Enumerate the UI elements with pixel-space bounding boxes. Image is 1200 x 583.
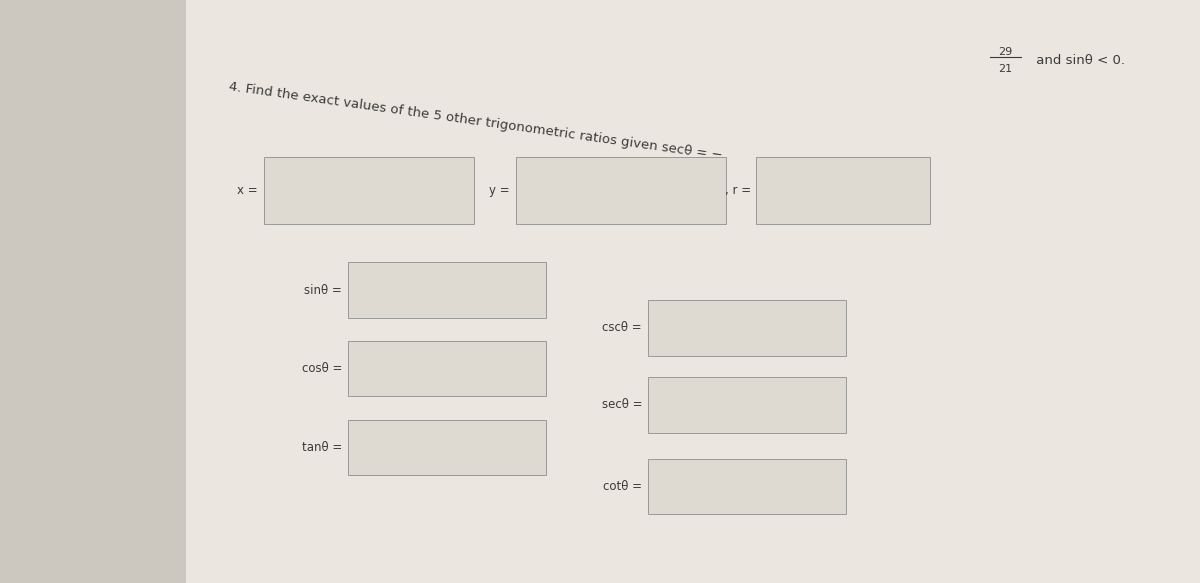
- Text: sinθ =: sinθ =: [305, 283, 342, 297]
- FancyBboxPatch shape: [264, 157, 474, 224]
- Text: and sinθ < 0.: and sinθ < 0.: [1032, 54, 1126, 67]
- Text: , r =: , r =: [725, 184, 751, 198]
- FancyBboxPatch shape: [348, 341, 546, 396]
- FancyBboxPatch shape: [186, 0, 1200, 583]
- FancyBboxPatch shape: [348, 420, 546, 475]
- FancyBboxPatch shape: [648, 377, 846, 433]
- Text: 4. Find the exact values of the 5 other trigonometric ratios given secθ = −: 4. Find the exact values of the 5 other …: [228, 80, 724, 163]
- FancyBboxPatch shape: [756, 157, 930, 224]
- Text: cscθ =: cscθ =: [602, 321, 642, 335]
- FancyBboxPatch shape: [348, 262, 546, 318]
- Text: cotθ =: cotθ =: [604, 480, 642, 493]
- Text: cosθ =: cosθ =: [301, 362, 342, 375]
- FancyBboxPatch shape: [516, 157, 726, 224]
- Text: x =: x =: [238, 184, 258, 198]
- Text: tanθ =: tanθ =: [301, 441, 342, 454]
- Text: 21: 21: [998, 64, 1013, 74]
- Text: secθ =: secθ =: [601, 398, 642, 412]
- FancyBboxPatch shape: [648, 459, 846, 514]
- Text: 29: 29: [998, 47, 1013, 57]
- Text: y =: y =: [490, 184, 510, 198]
- FancyBboxPatch shape: [648, 300, 846, 356]
